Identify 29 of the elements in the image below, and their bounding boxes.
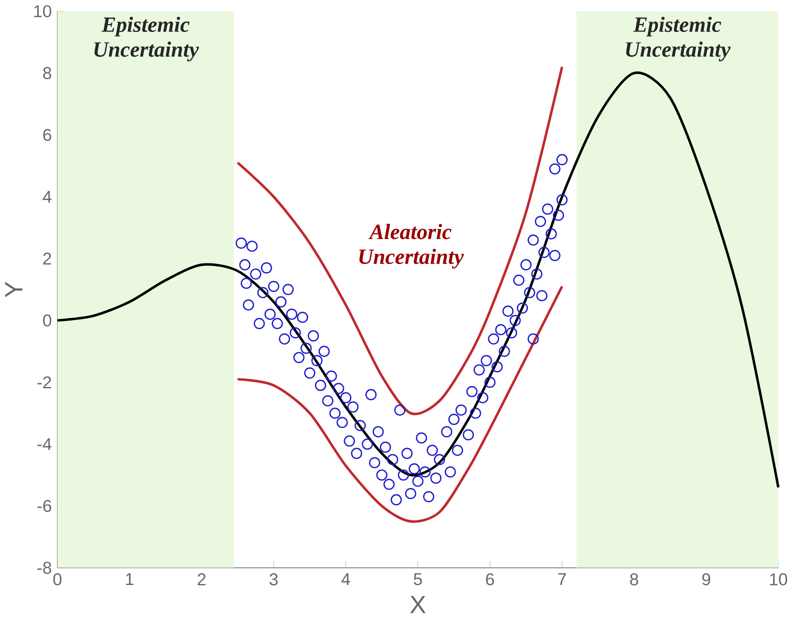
x-tick-label: 6 bbox=[486, 573, 494, 586]
line-series bbox=[236, 65, 564, 415]
x-tick-label: 5 bbox=[414, 573, 422, 586]
band-label: Epistemic Uncertainty bbox=[94, 16, 199, 62]
x-tick-label: 9 bbox=[702, 573, 710, 586]
y-tick-label: -4 bbox=[38, 438, 52, 450]
x-tick-label: 4 bbox=[341, 573, 350, 585]
x-tick-label: 0 bbox=[53, 573, 62, 586]
y-tick-label: 2 bbox=[43, 252, 52, 264]
band-label: Epistemic Uncertainty bbox=[626, 16, 731, 62]
x-axis-title: X bbox=[410, 596, 426, 613]
x-tick-label: 3 bbox=[270, 573, 278, 586]
y-tick-label: 10 bbox=[34, 5, 52, 18]
y-tick-label: -2 bbox=[38, 376, 52, 388]
y-tick-label: -6 bbox=[38, 500, 52, 512]
x-tick-label: 2 bbox=[198, 573, 206, 586]
x-tick-label: 1 bbox=[126, 573, 134, 585]
y-tick-label: 4 bbox=[42, 190, 52, 202]
y-tick-label: 8 bbox=[43, 66, 52, 79]
y-tick-label: 0 bbox=[43, 314, 52, 326]
line-series bbox=[236, 285, 564, 523]
y-tick-label: -8 bbox=[38, 562, 52, 574]
x-tick-label: 7 bbox=[558, 573, 566, 585]
line-series bbox=[56, 72, 780, 489]
x-tick-label: 8 bbox=[630, 573, 638, 586]
y-axis-title: Y bbox=[5, 282, 22, 298]
annotation: Aleatoric Uncertainty bbox=[359, 224, 464, 268]
y-tick-label: 6 bbox=[43, 128, 52, 141]
x-tick-label: 10 bbox=[770, 573, 788, 586]
